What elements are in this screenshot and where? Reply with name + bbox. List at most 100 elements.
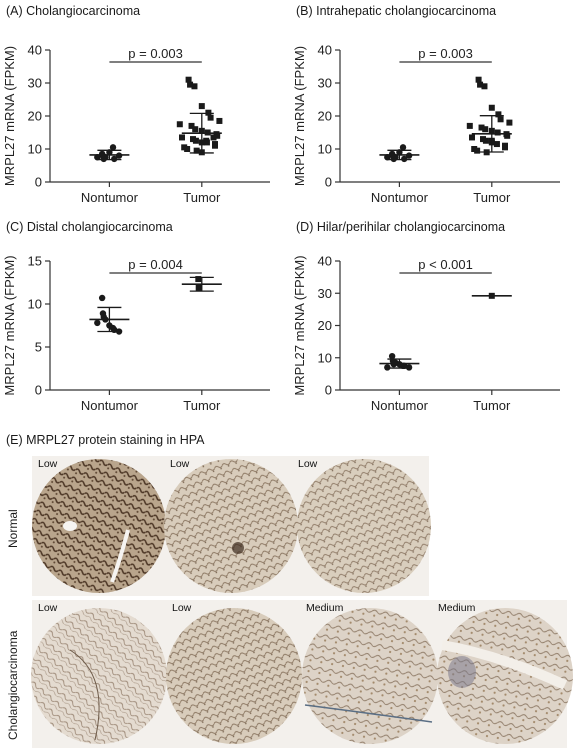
data-point-nontumor bbox=[111, 155, 118, 163]
y-tick-label: 10 bbox=[28, 297, 42, 312]
data-point-nontumor bbox=[388, 352, 396, 360]
data-point-tumor bbox=[214, 132, 221, 139]
ihc-core-tumor-4-dark-region bbox=[448, 656, 476, 688]
data-point-nontumor bbox=[109, 144, 117, 151]
core-label-tumor-2: Low bbox=[172, 602, 192, 614]
data-point-tumor bbox=[469, 134, 475, 141]
panel-e-title: (E) MRPL27 protein staining in HPA bbox=[6, 433, 205, 447]
x-tick-label: Nontumor bbox=[81, 398, 139, 413]
y-axis-label: MRPL27 mRNA (FPKM) bbox=[2, 46, 17, 186]
x-tick-label: Nontumor bbox=[371, 190, 429, 205]
core-label-normal-3: Low bbox=[298, 458, 318, 470]
ihc-core-tumor-4-band bbox=[441, 640, 568, 690]
data-point-tumor bbox=[185, 76, 192, 83]
y-axis-label: MRPL27 mRNA (FPKM) bbox=[292, 255, 307, 395]
scatter-charts: 0 10 20 30 40 Nontumor Tumor MRPL27 mRNA (FPKM)… bbox=[2, 43, 560, 413]
chart-panel-3: 0 10 20 30 40 Nontumor Tumor MRPL27 mRNA (FPKM)… bbox=[292, 254, 560, 413]
data-point-tumor bbox=[207, 114, 214, 121]
y-tick-label: 30 bbox=[318, 76, 332, 91]
y-tick-label: 20 bbox=[28, 109, 42, 124]
ihc-core-tumor-3 bbox=[302, 608, 438, 744]
panel-d-title: (D) Hilar/perihilar cholangiocarcinoma bbox=[296, 220, 506, 234]
chart-panel-0: 0 10 20 30 40 Nontumor Tumor MRPL27 mRNA (FPKM)… bbox=[2, 43, 270, 205]
data-point-tumor bbox=[191, 83, 198, 90]
y-tick-label: 5 bbox=[35, 340, 42, 355]
data-point-nontumor bbox=[98, 294, 106, 302]
y-tick-label: 30 bbox=[318, 286, 332, 301]
data-point-nontumor bbox=[100, 313, 107, 321]
core-label-normal-2: Low bbox=[170, 458, 190, 470]
data-point-tumor bbox=[466, 122, 473, 129]
y-tick-label: 0 bbox=[35, 383, 42, 398]
y-tick-label: 30 bbox=[28, 76, 42, 91]
ihc-core-normal-1-lumen bbox=[63, 521, 77, 531]
core-label-tumor-3: Medium bbox=[306, 602, 344, 614]
data-point-tumor bbox=[478, 124, 485, 131]
data-point-tumor bbox=[495, 111, 502, 118]
ihc-core-normal-1-vessel bbox=[110, 529, 130, 583]
data-point-nontumor bbox=[399, 144, 407, 151]
data-point-tumor bbox=[198, 103, 205, 110]
data-point-tumor bbox=[193, 147, 200, 154]
data-point-tumor bbox=[504, 132, 511, 139]
y-tick-label: 20 bbox=[318, 109, 332, 124]
x-tick-label: Tumor bbox=[473, 398, 511, 413]
data-point-tumor bbox=[216, 117, 223, 124]
data-point-tumor bbox=[184, 146, 191, 152]
y-tick-label: 40 bbox=[28, 43, 42, 58]
data-point-tumor bbox=[188, 122, 195, 129]
data-point-tumor bbox=[205, 109, 212, 116]
data-point-tumor bbox=[187, 81, 194, 88]
data-point-tumor bbox=[192, 126, 199, 133]
ihc-core-normal-1 bbox=[32, 459, 166, 593]
p-value-label: p = 0.003 bbox=[128, 46, 183, 61]
y-tick-label: 10 bbox=[318, 350, 332, 365]
data-point-tumor bbox=[497, 116, 504, 123]
data-point-nontumor bbox=[401, 155, 408, 163]
core-label-tumor-4: Medium bbox=[438, 602, 476, 614]
core-label-tumor-1: Low bbox=[38, 602, 58, 614]
ihc-core-tumor-2 bbox=[166, 608, 302, 744]
data-point-nontumor bbox=[390, 155, 397, 163]
ihc-core-tumor-3-crack bbox=[304, 704, 433, 723]
y-tick-label: 0 bbox=[325, 383, 332, 398]
panel-a-title: (A) Cholangiocarcinoma bbox=[6, 4, 141, 18]
data-point-tumor bbox=[506, 119, 513, 126]
ihc-images bbox=[31, 456, 573, 748]
ihc-core-tumor-4 bbox=[437, 608, 573, 744]
data-point-nontumor bbox=[94, 319, 101, 327]
data-point-tumor bbox=[474, 147, 481, 154]
panel-c-title: (C) Distal cholangiocarcinoma bbox=[6, 220, 173, 234]
ihc-core-tumor-1-crack bbox=[69, 649, 100, 741]
x-tick-label: Tumor bbox=[473, 190, 511, 205]
y-tick-label: 10 bbox=[318, 142, 332, 157]
data-point-tumor bbox=[212, 142, 218, 149]
panel-b-title: (B) Intrahepatic cholangiocarcinoma bbox=[296, 4, 497, 18]
data-point-tumor bbox=[482, 126, 489, 133]
data-point-tumor bbox=[494, 129, 501, 136]
data-point-tumor bbox=[195, 276, 202, 283]
y-tick-label: 0 bbox=[325, 175, 332, 190]
data-point-tumor bbox=[475, 76, 482, 83]
y-tick-label: 0 bbox=[35, 175, 42, 190]
data-point-tumor bbox=[481, 83, 488, 90]
data-point-nontumor bbox=[100, 155, 107, 163]
ihc-core-tumor-1 bbox=[31, 608, 167, 744]
data-point-tumor bbox=[179, 134, 185, 141]
y-tick-label: 40 bbox=[318, 254, 332, 269]
ihc-core-normal-2-focus bbox=[232, 542, 244, 554]
y-axis-label: MRPL27 mRNA (FPKM) bbox=[292, 46, 307, 186]
data-point-tumor bbox=[477, 81, 484, 88]
x-tick-label: Nontumor bbox=[371, 398, 429, 413]
x-tick-label: Tumor bbox=[183, 398, 221, 413]
data-point-tumor bbox=[493, 141, 500, 148]
p-value-label: p = 0.004 bbox=[128, 257, 183, 272]
core-label-normal-1: Low bbox=[38, 458, 58, 470]
p-value-label: p < 0.001 bbox=[418, 257, 473, 272]
x-tick-label: Tumor bbox=[183, 190, 221, 205]
y-tick-label: 15 bbox=[28, 254, 42, 269]
y-axis-label: MRPL27 mRNA (FPKM) bbox=[2, 255, 17, 395]
data-point-tumor bbox=[195, 284, 202, 291]
data-point-tumor bbox=[482, 137, 489, 144]
ihc-core-normal-3 bbox=[297, 459, 431, 593]
